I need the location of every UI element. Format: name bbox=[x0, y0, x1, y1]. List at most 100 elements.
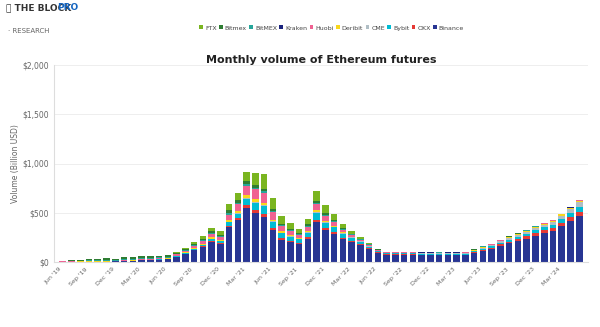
Bar bbox=[235, 214, 241, 218]
Bar bbox=[471, 253, 478, 262]
Bar bbox=[313, 222, 320, 262]
Bar bbox=[366, 248, 373, 249]
Bar bbox=[261, 203, 268, 205]
Bar bbox=[156, 257, 163, 258]
Bar bbox=[147, 260, 154, 262]
Bar bbox=[287, 235, 293, 236]
Bar bbox=[357, 242, 364, 244]
Text: PRO: PRO bbox=[57, 3, 78, 12]
Bar bbox=[366, 247, 373, 248]
Bar bbox=[532, 227, 539, 228]
Bar bbox=[454, 254, 460, 255]
Bar bbox=[244, 172, 250, 181]
Bar bbox=[532, 228, 539, 231]
Bar bbox=[523, 239, 530, 262]
Bar bbox=[182, 252, 188, 253]
Bar bbox=[515, 235, 521, 237]
Bar bbox=[226, 213, 232, 215]
Bar bbox=[252, 185, 259, 188]
Bar bbox=[523, 234, 530, 236]
Bar bbox=[305, 227, 311, 231]
Bar bbox=[559, 219, 565, 223]
Bar bbox=[269, 230, 276, 262]
Bar bbox=[287, 241, 293, 242]
Bar bbox=[138, 258, 145, 259]
Bar bbox=[550, 221, 556, 222]
Bar bbox=[173, 256, 180, 257]
Bar bbox=[269, 221, 276, 222]
Bar bbox=[191, 248, 197, 249]
Bar bbox=[392, 252, 398, 253]
Bar bbox=[278, 224, 285, 225]
Bar bbox=[261, 189, 268, 191]
Bar bbox=[147, 258, 154, 259]
Bar bbox=[278, 226, 285, 232]
Bar bbox=[296, 243, 302, 244]
Bar bbox=[252, 190, 259, 199]
Bar bbox=[366, 245, 373, 246]
Bar bbox=[313, 220, 320, 222]
Bar bbox=[278, 240, 285, 262]
Bar bbox=[506, 242, 512, 243]
Bar bbox=[410, 253, 416, 254]
Bar bbox=[340, 229, 346, 230]
Bar bbox=[366, 243, 373, 244]
Bar bbox=[278, 238, 285, 240]
Bar bbox=[331, 222, 337, 226]
Bar bbox=[226, 220, 232, 222]
Bar bbox=[217, 237, 224, 240]
Bar bbox=[366, 246, 373, 247]
Bar bbox=[261, 174, 268, 189]
Bar bbox=[244, 195, 250, 198]
Bar bbox=[287, 237, 293, 241]
Bar bbox=[200, 239, 206, 240]
Bar bbox=[479, 250, 486, 251]
Bar bbox=[488, 245, 495, 246]
Bar bbox=[217, 240, 224, 241]
Bar bbox=[130, 259, 136, 260]
Bar bbox=[208, 239, 215, 241]
Bar bbox=[322, 222, 329, 223]
Bar bbox=[401, 253, 407, 254]
Bar bbox=[252, 199, 259, 202]
Bar bbox=[235, 200, 241, 203]
Bar bbox=[261, 206, 268, 214]
Bar bbox=[541, 225, 548, 228]
Bar bbox=[217, 235, 224, 236]
Bar bbox=[445, 253, 451, 254]
Bar bbox=[278, 225, 285, 226]
Bar bbox=[462, 253, 469, 254]
Bar bbox=[226, 204, 232, 210]
Bar bbox=[410, 252, 416, 253]
Bar bbox=[226, 210, 232, 213]
Bar bbox=[296, 229, 302, 233]
Bar bbox=[349, 241, 355, 242]
Bar bbox=[296, 234, 302, 235]
Bar bbox=[235, 203, 241, 204]
Bar bbox=[331, 221, 337, 222]
Bar bbox=[252, 213, 259, 262]
Bar bbox=[244, 205, 250, 208]
Bar bbox=[550, 225, 556, 228]
Bar bbox=[392, 255, 398, 262]
Bar bbox=[217, 236, 224, 237]
Bar bbox=[182, 248, 188, 249]
Bar bbox=[418, 255, 425, 262]
Bar bbox=[269, 228, 276, 230]
Bar bbox=[296, 239, 302, 243]
Bar bbox=[454, 255, 460, 262]
Bar bbox=[374, 253, 381, 262]
Bar bbox=[269, 198, 276, 209]
Bar bbox=[418, 254, 425, 255]
Bar bbox=[340, 224, 346, 228]
Bar bbox=[305, 232, 311, 233]
Bar bbox=[94, 260, 101, 261]
Bar bbox=[523, 231, 530, 232]
Bar bbox=[226, 227, 232, 262]
Bar bbox=[173, 255, 180, 256]
Bar bbox=[191, 249, 197, 250]
Bar bbox=[401, 255, 407, 262]
Bar bbox=[532, 235, 539, 262]
Bar bbox=[235, 211, 241, 213]
Bar bbox=[130, 261, 136, 262]
